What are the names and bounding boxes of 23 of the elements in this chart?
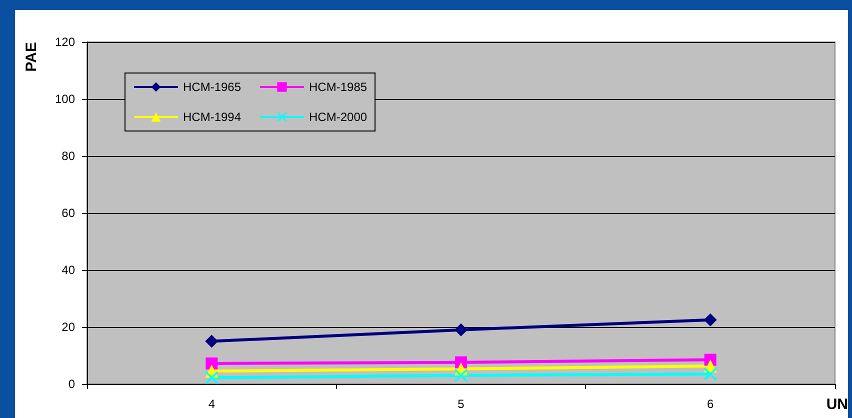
point [704, 313, 717, 326]
y-tick-label: 100 [54, 92, 76, 106]
y-tick-label: 20 [62, 320, 76, 334]
point [205, 371, 218, 384]
x-tick-label: 6 [706, 397, 714, 411]
x-tick-label: 5 [458, 397, 465, 411]
point [205, 334, 218, 348]
legend-label: HCM-2000 [309, 110, 368, 124]
legend-label: HCM-1985 [309, 80, 368, 94]
point [704, 368, 717, 381]
y-axis-title: PAE [23, 42, 40, 72]
y-tick-label: 120 [54, 35, 76, 49]
y-tick-label: 80 [62, 149, 76, 163]
y-tick-label: 40 [62, 263, 76, 277]
x-tick-label: 4 [208, 397, 216, 411]
legend-label: HCM-1965 [183, 80, 242, 94]
y-tick-label: 60 [62, 206, 76, 220]
y-tick-label: 0 [68, 377, 76, 391]
point [206, 357, 218, 370]
point [454, 368, 468, 382]
legend-label: HCM-1994 [183, 110, 242, 124]
x-axis-title: UN [826, 396, 848, 413]
point [454, 323, 468, 336]
